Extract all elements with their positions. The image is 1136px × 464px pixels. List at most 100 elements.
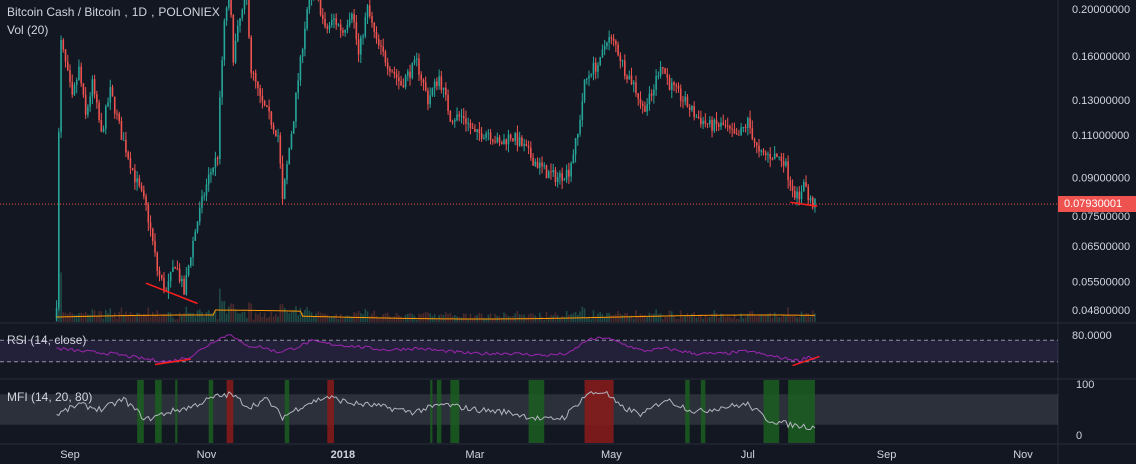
volume-bar — [653, 313, 655, 322]
volume-bar — [71, 313, 74, 322]
volume-bar — [290, 310, 293, 322]
candle-body — [577, 133, 579, 139]
volume-bar — [185, 306, 188, 322]
candle-body — [653, 89, 655, 96]
candle-body — [73, 85, 76, 95]
y-tick-label: 0.07500000 — [1072, 211, 1130, 223]
candle-body — [776, 153, 778, 157]
candle-body — [377, 38, 380, 46]
volume-bar — [691, 313, 693, 322]
volume-bar — [483, 317, 485, 322]
volume-bar — [422, 312, 425, 322]
candle-body — [353, 13, 355, 23]
candle-body — [127, 152, 129, 159]
volume-bar — [169, 312, 172, 322]
volume-bar — [330, 316, 333, 322]
volume-bar — [686, 313, 689, 322]
volume-bar — [339, 313, 342, 322]
candle-body — [554, 169, 557, 183]
candle-body — [295, 92, 297, 122]
volume-bar — [129, 312, 132, 322]
mfi-oversold-zone — [137, 380, 144, 443]
candle-body — [735, 133, 738, 135]
candle-body — [592, 62, 595, 75]
candle-body — [700, 118, 702, 125]
volume-bar — [619, 313, 622, 322]
candle-body — [543, 165, 546, 167]
candle-body — [682, 100, 684, 102]
candle-body — [96, 94, 98, 103]
volume-bar — [292, 310, 295, 322]
volume-bar — [545, 311, 548, 322]
volume-bar — [241, 312, 244, 322]
candle-body — [458, 114, 461, 117]
volume-bar — [125, 311, 127, 322]
volume-bar — [176, 319, 179, 322]
candle-body — [212, 167, 214, 173]
volume-bar — [704, 314, 707, 322]
candle-body — [563, 179, 566, 181]
rsi-legend[interactable]: RSI (14, close) — [7, 333, 87, 347]
candle-body — [429, 95, 431, 105]
candle-body — [389, 68, 391, 72]
candle-body — [335, 18, 338, 25]
volume-bar — [337, 319, 340, 322]
candle-body — [789, 180, 792, 187]
volume-bar — [731, 318, 733, 322]
candle-body — [55, 307, 58, 319]
volume-bar — [632, 318, 635, 322]
candle-body — [545, 165, 548, 179]
candle-body — [574, 138, 577, 155]
candle-body — [283, 179, 286, 199]
candle-body — [324, 18, 326, 27]
candle-body — [500, 142, 503, 145]
volume-bar — [266, 317, 268, 322]
candle-body — [58, 132, 60, 308]
volume-bar — [516, 311, 519, 322]
candle-body — [207, 174, 210, 185]
candle-body — [178, 268, 181, 282]
mfi-oversold-zone — [284, 380, 290, 443]
candle-body — [339, 24, 342, 31]
candle-body — [467, 123, 470, 125]
candle-body — [713, 119, 716, 131]
volume-bars — [55, 211, 816, 322]
rsi-line — [56, 334, 816, 363]
candle-body — [409, 71, 411, 78]
candle-body — [62, 40, 65, 50]
candle-body — [436, 81, 438, 86]
x-tick-label: Jul — [741, 449, 755, 461]
volume-bar — [684, 315, 686, 322]
candle-body — [113, 96, 116, 114]
symbol-name[interactable]: Bitcoin Cash / Bitcoin — [7, 5, 121, 19]
candle-body — [780, 156, 783, 162]
volume-bar — [102, 318, 105, 322]
volume-bar — [492, 319, 494, 322]
candle-body — [431, 88, 434, 96]
y-tick-label: 0.04800000 — [1072, 305, 1130, 317]
volume-bar — [335, 313, 338, 322]
volume-bar — [449, 312, 452, 322]
volume-bar — [310, 312, 313, 322]
volume-bar — [644, 315, 646, 322]
candle-body — [738, 134, 740, 136]
volume-bar — [400, 316, 402, 322]
volume-bar — [98, 311, 100, 322]
volume-bar — [143, 313, 145, 322]
interval[interactable]: 1D — [131, 5, 148, 19]
candle-body — [252, 72, 255, 74]
volume-bar — [219, 288, 221, 322]
candle-body — [787, 161, 789, 181]
mfi-legend[interactable]: MFI (14, 20, 80) — [7, 390, 93, 404]
candle-body — [286, 164, 288, 180]
volume-bar — [66, 313, 69, 322]
volume-bar — [706, 317, 709, 322]
candle-body — [254, 72, 257, 82]
volume-bar — [154, 314, 156, 322]
volume-legend[interactable]: Vol (20) — [7, 23, 49, 37]
candle-body — [791, 186, 794, 191]
exchange: POLONIEX — [158, 5, 220, 19]
volume-bar — [245, 317, 248, 322]
candle-body — [639, 98, 642, 104]
